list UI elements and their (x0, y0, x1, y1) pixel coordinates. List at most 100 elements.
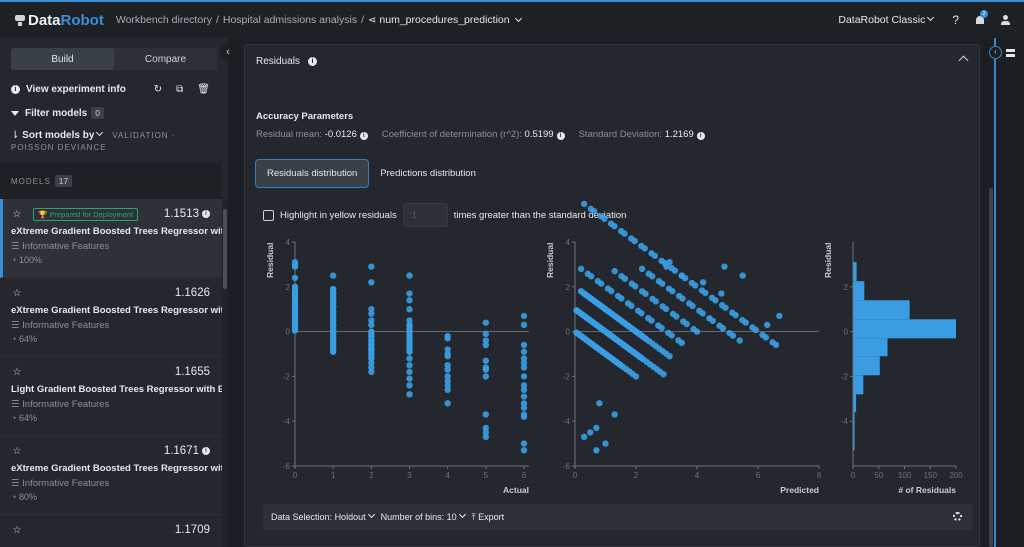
svg-text:0: 0 (573, 471, 578, 480)
svg-text:4: 4 (566, 238, 571, 247)
sort-icon: ⇂ (11, 130, 20, 141)
breadcrumb-use-case[interactable]: Hospital admissions analysis (222, 14, 358, 26)
sample-size: ◔ 64% (11, 334, 37, 344)
sidebar-actions: ↻ ⧉ 🗑 (154, 84, 210, 95)
svg-text:0: 0 (566, 328, 571, 337)
export-button[interactable]: ⤒ Export (471, 511, 505, 522)
collapse-sidebar-button[interactable]: ‹ (220, 44, 236, 60)
svg-text:0: 0 (293, 471, 298, 480)
breadcrumb-separator: / (215, 14, 219, 26)
models-list: ☆ 🏆 Prepared for Deployment 1.1513 i eXtr… (0, 199, 222, 547)
scrollbar-thumb[interactable] (223, 209, 227, 289)
sample-size: ◔ 64% (11, 413, 37, 423)
chevron-down-icon (367, 510, 375, 519)
featurelist: ☰ Informative Features (11, 399, 110, 410)
tab-build[interactable]: Build (11, 48, 114, 70)
notifications-bell-icon[interactable]: 2 (975, 9, 988, 26)
svg-text:0: 0 (286, 328, 291, 337)
svg-text:2: 2 (286, 283, 291, 292)
header-actions: DataRobot Classic ? 2 (838, 2, 1010, 38)
highlight-checkbox[interactable] (263, 209, 274, 221)
sort-value: VALIDATION · POISSON DEVIANCE (11, 131, 176, 152)
svg-text:-4: -4 (283, 417, 291, 426)
model-sidebar: Build Compare i View experiment info ↻ ⧉… (0, 38, 228, 547)
expand-right-panel-button[interactable]: ‹ (989, 46, 1002, 59)
number-of-bins-dropdown[interactable]: Number of bins: 10 (381, 510, 468, 522)
star-icon[interactable]: ☆ (12, 525, 22, 536)
sort-models-control[interactable]: ⇂ Sort models by VALIDATION · POISSON DE… (11, 128, 176, 152)
view-experiment-info-link[interactable]: i View experiment info (11, 84, 126, 95)
svg-text:2: 2 (634, 471, 639, 480)
duplicate-icon[interactable]: ⧉ (176, 84, 184, 95)
settings-gear-icon[interactable] (953, 512, 962, 521)
tab-residuals-distribution[interactable]: Residuals distribution (255, 159, 370, 188)
delete-trash-icon[interactable]: 🗑 (197, 84, 210, 95)
star-icon[interactable]: ☆ (12, 446, 22, 457)
sample-size: ◔ 100% (11, 255, 42, 265)
filter-funnel-icon (11, 110, 19, 116)
model-score: 1.1513 i (164, 208, 210, 220)
models-count-badge: 17 (54, 175, 73, 187)
svg-text:6: 6 (522, 471, 527, 480)
featurelist: ☰ Informative Features (11, 478, 110, 489)
info-icon[interactable]: i (202, 210, 210, 218)
breadcrumb-separator: / (361, 14, 365, 26)
top-navigation-bar: Data Robot Workbench directory / Hospital… (0, 2, 1024, 38)
chevron-down-icon (96, 128, 104, 137)
robot-logo-icon (15, 14, 25, 26)
svg-text:2: 2 (369, 471, 374, 480)
prepared-for-deployment-badge: 🏆 Prepared for Deployment (33, 208, 139, 221)
svg-text:2: 2 (566, 283, 571, 292)
model-card[interactable]: ☆ 🏆 Prepared for Deployment 1.1513 i eXtr… (0, 199, 222, 278)
std-multiplier-input[interactable]: 1 (402, 203, 448, 227)
chevron-down-icon (927, 13, 935, 22)
breadcrumb-workbench[interactable]: Workbench directory (115, 14, 212, 26)
info-icon[interactable]: i (307, 57, 317, 66)
user-profile-icon[interactable] (1001, 15, 1010, 25)
data-selection-dropdown[interactable]: Data Selection: Holdout (271, 510, 377, 522)
svg-text:1: 1 (331, 471, 336, 480)
featurelist: ☰ Informative Features (11, 320, 110, 331)
svg-text:-6: -6 (283, 462, 291, 471)
help-icon[interactable]: ? (952, 13, 959, 27)
model-card[interactable]: ☆ 1.1655 Light Gradient Boosted Trees Re… (0, 357, 222, 436)
accuracy-parameters-heading: Accuracy Parameters (256, 111, 354, 122)
svg-text:5: 5 (484, 471, 489, 480)
model-card[interactable]: ☆ 1.1709 (0, 515, 222, 547)
svg-text:Residual: Residual (265, 243, 275, 278)
layers-icon[interactable] (1006, 49, 1015, 57)
star-icon[interactable]: ☆ (12, 367, 22, 378)
info-icon[interactable]: i (202, 447, 210, 455)
svg-text:-6: -6 (563, 462, 571, 471)
filter-models-button[interactable]: Filter models 0 (11, 107, 104, 119)
workspace-switcher[interactable]: DataRobot Classic (838, 13, 936, 26)
svg-text:Residual: Residual (823, 243, 833, 278)
notification-badge: 2 (980, 9, 988, 18)
model-name: eXtreme Gradient Boosted Trees Regressor… (11, 305, 222, 316)
model-score: 1.1626 (174, 287, 210, 299)
datarobot-logo[interactable]: Data Robot (15, 12, 104, 29)
star-icon[interactable]: ☆ (12, 288, 22, 299)
info-icon[interactable]: i (359, 132, 368, 140)
svg-text:50: 50 (874, 471, 883, 480)
tab-compare[interactable]: Compare (144, 53, 187, 65)
breadcrumb: Workbench directory / Hospital admission… (116, 14, 524, 26)
build-compare-toggle: Build Compare (11, 48, 217, 70)
featurelist: ☰ Informative Features (11, 241, 110, 252)
model-card[interactable]: ☆ 1.1626 eXtreme Gradient Boosted Trees … (0, 278, 222, 357)
breadcrumb-current-experiment[interactable]: ⋖ num_procedures_prediction (368, 14, 524, 26)
svg-text:3: 3 (407, 471, 412, 480)
main-scrollbar[interactable] (989, 188, 993, 547)
refresh-icon[interactable]: ↻ (153, 84, 163, 95)
svg-text:200: 200 (949, 471, 963, 480)
model-card[interactable]: ☆ 1.1671 i eXtreme Gradient Boosted Trees… (0, 436, 222, 515)
info-icon[interactable]: i (556, 132, 565, 140)
svg-text:4: 4 (286, 238, 291, 247)
sidebar-scrollbar[interactable] (222, 199, 228, 547)
tab-predictions-distribution[interactable]: Predictions distribution (380, 168, 476, 179)
star-icon[interactable]: ☆ (12, 209, 22, 220)
model-name: eXtreme Gradient Boosted Trees Regressor… (11, 226, 222, 237)
info-icon[interactable]: i (696, 132, 705, 140)
svg-text:4: 4 (445, 471, 450, 480)
export-upload-icon: ⤒ (471, 511, 476, 522)
